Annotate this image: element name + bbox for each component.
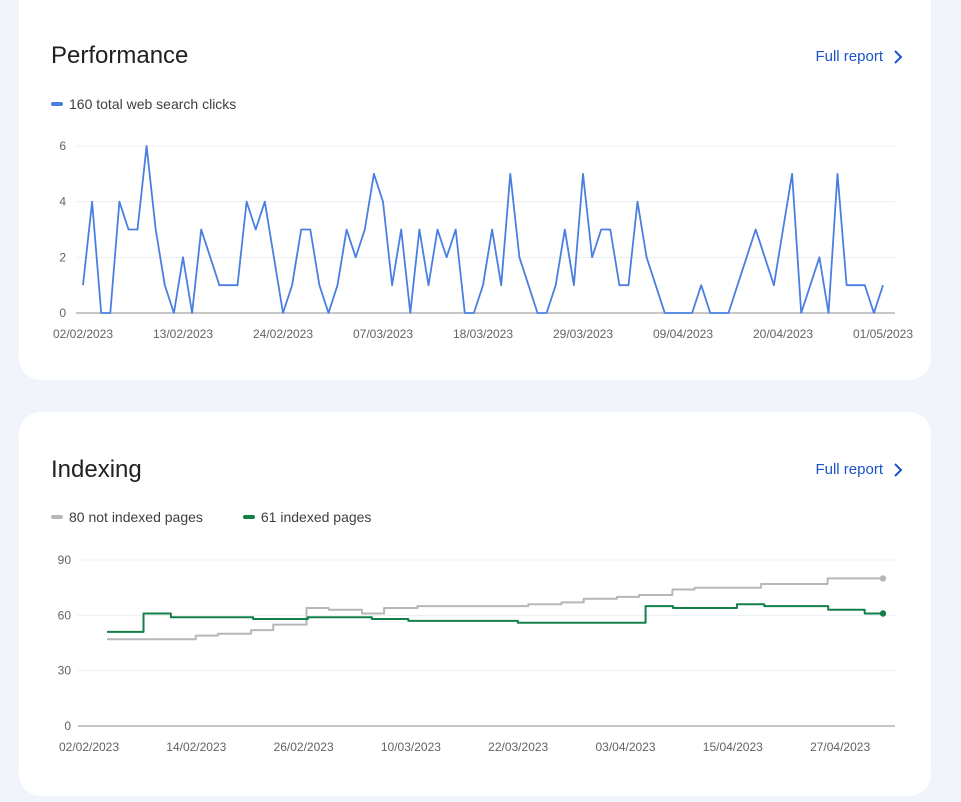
full-report-label: Full report: [815, 461, 883, 478]
indexing-title: Indexing: [51, 456, 142, 483]
x-tick-label: 02/02/2023: [53, 327, 113, 341]
full-report-label: Full report: [815, 48, 883, 65]
y-tick-label: 60: [58, 608, 72, 622]
y-tick-label: 90: [58, 553, 72, 567]
legend-item-not-indexed[interactable]: 80 not indexed pages: [51, 509, 203, 525]
x-tick-label: 27/04/2023: [810, 740, 870, 754]
legend-item-clicks[interactable]: 160 total web search clicks: [51, 96, 236, 112]
performance-title: Performance: [51, 42, 189, 69]
x-tick-label: 01/05/2023: [853, 327, 913, 341]
y-tick-label: 0: [64, 719, 71, 733]
x-tick-label: 29/03/2023: [553, 327, 613, 341]
series-end-point: [879, 575, 887, 582]
x-tick-label: 14/02/2023: [166, 740, 226, 754]
x-tick-label: 26/02/2023: [274, 740, 334, 754]
x-tick-label: 09/04/2023: [653, 327, 713, 341]
series-line-1: [82, 145, 884, 314]
series-line-2: [107, 603, 883, 633]
y-tick-label: 4: [59, 195, 66, 209]
x-tick-label: 07/03/2023: [353, 327, 413, 341]
x-tick-label: 20/04/2023: [753, 327, 813, 341]
performance-chart: 0 2 4 6 02/02/2023 13/02/2023 24/02/2023 07/03/…: [53, 139, 913, 341]
series-end-point: [879, 610, 887, 617]
performance-card: Performance Full report 160 total web se…: [19, 0, 931, 380]
series-line-1: [107, 577, 883, 641]
x-tick-label: 10/03/2023: [381, 740, 441, 754]
x-tick-label: 24/02/2023: [253, 327, 313, 341]
x-tick-label: 22/03/2023: [488, 740, 548, 754]
performance-legend: 160 total web search clicks: [51, 96, 236, 112]
performance-full-report-link[interactable]: Full report: [815, 48, 903, 65]
y-tick-label: 6: [59, 139, 66, 153]
x-tick-label: 13/02/2023: [153, 327, 213, 341]
indexing-legend: 80 not indexed pages 61 indexed pages: [51, 509, 371, 525]
chevron-right-icon: [894, 49, 903, 64]
y-tick-label: 0: [59, 306, 66, 320]
legend-label-not-indexed: 80 not indexed pages: [69, 509, 203, 525]
indexing-chart: 0 30 60 90 02/02/2023 14/02/2023 26/02/2023 10/…: [58, 553, 895, 754]
legend-label-clicks: 160 total web search clicks: [69, 96, 237, 112]
y-tick-label: 2: [59, 250, 66, 264]
legend-swatch-not-indexed: [51, 515, 63, 519]
y-tick-label: 30: [58, 664, 72, 678]
indexing-full-report-link[interactable]: Full report: [815, 461, 903, 478]
legend-item-indexed[interactable]: 61 indexed pages: [242, 509, 372, 525]
x-tick-label: 18/03/2023: [453, 327, 513, 341]
legend-swatch-indexed: [242, 515, 255, 519]
x-tick-label: 15/04/2023: [703, 740, 763, 754]
x-tick-label: 03/04/2023: [595, 740, 655, 754]
legend-label-indexed: 61 indexed pages: [260, 509, 372, 525]
indexing-card: Indexing Full report 80 not indexed page…: [19, 412, 931, 796]
legend-swatch-clicks: [51, 102, 63, 106]
x-tick-label: 02/02/2023: [59, 740, 119, 754]
chevron-right-icon: [894, 462, 903, 477]
